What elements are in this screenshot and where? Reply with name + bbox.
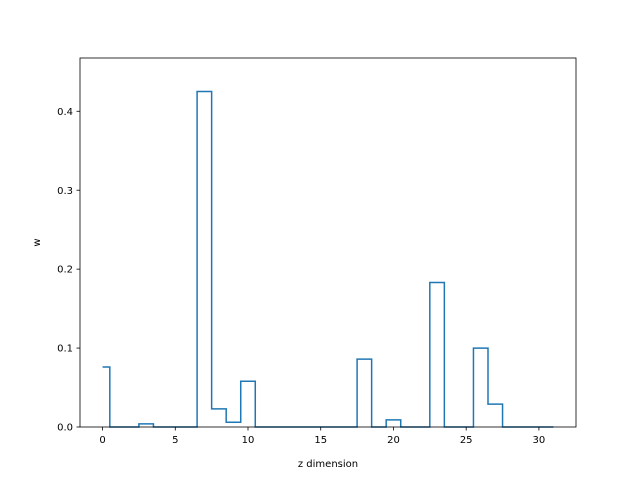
x-tick-label: 10 — [242, 435, 255, 446]
x-tick-label: 20 — [387, 435, 400, 446]
x-tick-label: 30 — [533, 435, 546, 446]
x-tick-label: 5 — [172, 435, 178, 446]
y-tick-label: 0.3 — [57, 186, 73, 197]
y-tick-label: 0.0 — [57, 423, 73, 434]
y-axis-label: w — [32, 238, 43, 246]
y-axis-ticks: 0.0 0.1 0.2 0.3 0.4 — [57, 107, 80, 434]
x-tick-label: 25 — [460, 435, 473, 446]
x-axis-ticks: 0 5 10 15 20 25 30 — [99, 427, 545, 446]
plot-area — [80, 58, 576, 427]
y-tick-label: 0.1 — [57, 344, 73, 355]
y-tick-label: 0.2 — [57, 265, 73, 276]
axes-frame — [79, 57, 577, 428]
x-axis-label: z dimension — [298, 459, 358, 470]
x-tick-label: 15 — [314, 435, 327, 446]
x-tick-label: 0 — [99, 435, 105, 446]
y-tick-label: 0.4 — [57, 107, 73, 118]
